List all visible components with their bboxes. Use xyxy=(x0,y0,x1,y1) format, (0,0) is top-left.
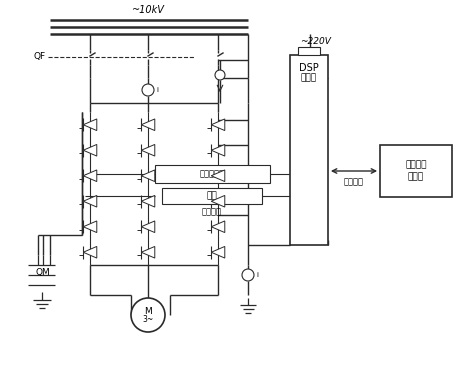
Text: 检测与保护: 检测与保护 xyxy=(200,170,225,178)
Polygon shape xyxy=(141,246,155,258)
Polygon shape xyxy=(83,196,97,207)
Text: 远程操作
控制台: 远程操作 控制台 xyxy=(405,161,427,181)
Text: i: i xyxy=(256,272,258,278)
Text: M: M xyxy=(144,306,152,316)
Circle shape xyxy=(142,84,154,96)
Polygon shape xyxy=(211,145,225,156)
Text: 触发脉冲: 触发脉冲 xyxy=(202,207,222,217)
Text: QM: QM xyxy=(36,268,51,276)
Polygon shape xyxy=(83,246,97,258)
Polygon shape xyxy=(141,170,155,182)
Bar xyxy=(155,165,270,183)
Polygon shape xyxy=(83,170,97,182)
Text: DSP: DSP xyxy=(299,63,319,73)
Circle shape xyxy=(215,70,225,80)
Polygon shape xyxy=(83,145,97,156)
Polygon shape xyxy=(211,246,225,258)
Circle shape xyxy=(131,298,165,332)
Polygon shape xyxy=(141,119,155,131)
Bar xyxy=(290,55,328,245)
Polygon shape xyxy=(211,196,225,207)
Polygon shape xyxy=(211,221,225,233)
Text: 3~: 3~ xyxy=(142,316,154,324)
Polygon shape xyxy=(83,119,97,131)
Bar xyxy=(380,145,452,197)
Text: ~10kV: ~10kV xyxy=(131,5,164,15)
Polygon shape xyxy=(83,221,97,233)
Bar xyxy=(298,47,320,55)
Polygon shape xyxy=(211,119,225,131)
Circle shape xyxy=(305,55,315,65)
Bar xyxy=(162,188,262,204)
Text: ~220V: ~220V xyxy=(300,37,331,47)
Text: 光纤: 光纤 xyxy=(207,192,218,200)
Text: i: i xyxy=(156,87,158,93)
Polygon shape xyxy=(141,221,155,233)
Polygon shape xyxy=(211,170,225,182)
Text: QF: QF xyxy=(33,52,45,62)
Polygon shape xyxy=(141,145,155,156)
Text: 控制板: 控制板 xyxy=(301,73,317,83)
Text: 控制信息: 控制信息 xyxy=(344,178,364,186)
Polygon shape xyxy=(141,196,155,207)
Circle shape xyxy=(242,269,254,281)
